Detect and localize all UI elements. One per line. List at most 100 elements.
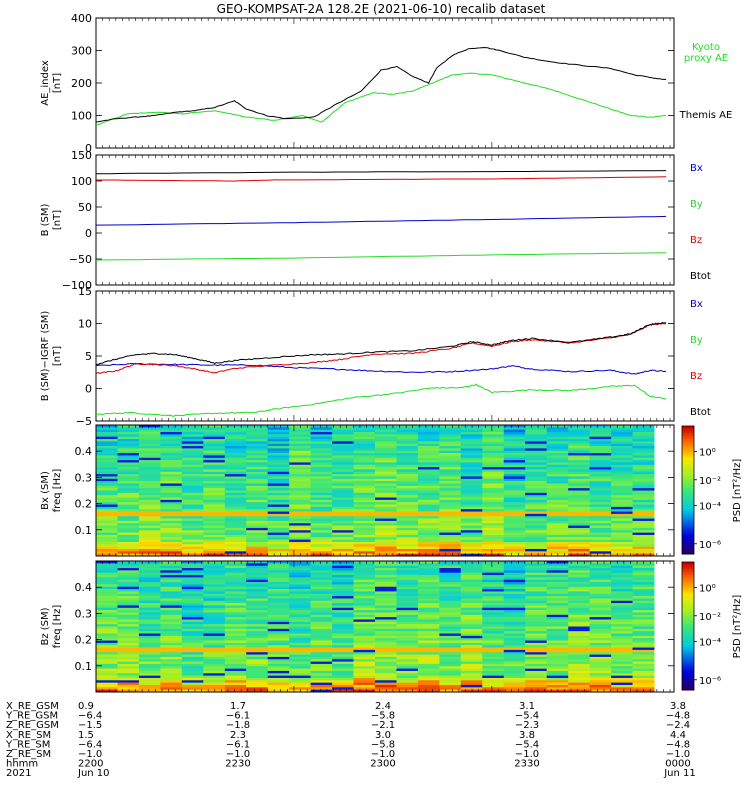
spec-cell xyxy=(224,553,247,557)
spec-cell xyxy=(224,481,247,484)
spec-cell xyxy=(96,532,118,536)
spec-cell xyxy=(246,670,269,674)
spec-cell xyxy=(267,631,290,634)
spec-cell xyxy=(181,575,204,578)
spec-cell xyxy=(353,619,376,623)
spec-cell xyxy=(482,633,505,637)
spec-cell xyxy=(160,649,183,653)
spec-cell xyxy=(482,432,505,435)
spec-cell xyxy=(138,478,161,482)
spec-cell xyxy=(417,520,440,524)
spec-cell xyxy=(482,471,505,475)
spec-cell xyxy=(482,448,505,452)
spec-cell xyxy=(375,502,397,505)
spec-cell xyxy=(546,432,569,435)
spec-cell xyxy=(353,546,376,550)
spec-cell xyxy=(546,610,569,613)
spec-cell xyxy=(503,614,526,618)
spec-cell xyxy=(138,572,161,576)
spec-cell xyxy=(589,476,612,480)
spec-cell xyxy=(203,563,226,566)
spec-cell xyxy=(332,591,355,595)
spec-cell xyxy=(611,457,634,461)
spec-cell xyxy=(96,516,118,519)
spec-cell xyxy=(611,675,634,679)
x-cell: −2.3 xyxy=(515,720,539,731)
spec-cell xyxy=(181,631,204,634)
panel-bx-spec: 0.10.20.30.4Bx (SM) freq [Hz]10⁰10⁻²10⁻⁴1… xyxy=(40,424,743,557)
spec-cell xyxy=(138,605,161,609)
spec-cell xyxy=(138,663,161,667)
spec-cell xyxy=(417,483,440,487)
spec-cell xyxy=(503,502,526,505)
spec-cell xyxy=(246,605,269,609)
spec-cell xyxy=(332,443,355,447)
spec-cell xyxy=(375,565,397,569)
spec-cell xyxy=(417,432,440,435)
spec-cell xyxy=(117,684,140,688)
spec-cell xyxy=(160,586,183,590)
spec-cell xyxy=(138,652,161,655)
x-cell: −5.8 xyxy=(371,739,395,750)
spec-cell xyxy=(181,548,204,552)
spec-cell xyxy=(224,684,247,688)
spec-cell xyxy=(417,628,440,632)
spec-cell xyxy=(396,607,419,611)
spec-cell xyxy=(375,534,397,538)
spec-cell xyxy=(439,631,462,634)
spec-cell xyxy=(417,518,440,522)
colorbar-cell xyxy=(682,687,694,691)
spec-cell xyxy=(160,513,183,517)
spec-cell xyxy=(460,499,483,503)
spec-cell xyxy=(138,439,161,442)
colorbar-cell xyxy=(682,628,694,631)
spec-cell xyxy=(246,577,269,581)
spec-cell xyxy=(224,520,247,524)
spec-cell xyxy=(181,467,204,470)
spec-cell xyxy=(353,534,376,538)
spec-cell xyxy=(203,530,226,533)
spec-cell xyxy=(246,614,269,618)
spec-cell xyxy=(503,612,526,616)
spec-cell xyxy=(138,675,161,679)
spec-cell xyxy=(568,561,591,564)
spec-cell xyxy=(611,577,634,581)
spec-cell xyxy=(482,654,505,658)
spec-cell xyxy=(117,464,140,468)
spec-cell xyxy=(568,448,591,452)
spec-cell xyxy=(396,469,419,473)
spec-cell xyxy=(246,628,269,632)
spec-cell xyxy=(611,663,634,667)
spec-cell xyxy=(525,589,548,592)
spec-cell xyxy=(611,544,634,547)
spec-cell xyxy=(568,502,591,505)
colorbar-cell xyxy=(682,645,694,648)
spec-cell xyxy=(267,427,290,430)
spec-cell xyxy=(160,509,183,512)
spec-cell xyxy=(117,532,140,536)
colorbar-cell xyxy=(682,623,694,627)
spec-cell xyxy=(482,649,505,653)
spec-cell xyxy=(96,527,118,531)
spec-cell xyxy=(546,682,569,686)
spec-cell xyxy=(332,483,355,487)
spec-cell xyxy=(96,483,118,487)
spec-cell xyxy=(568,607,591,611)
spec-cell xyxy=(332,513,355,517)
colorbar-cell xyxy=(682,675,694,678)
spec-cell xyxy=(310,462,333,466)
spec-cell xyxy=(460,474,483,477)
spec-cell xyxy=(117,425,140,428)
x-row-label: Z_RE_GSM xyxy=(6,720,59,731)
spec-cell xyxy=(439,656,462,660)
spec-cell xyxy=(246,425,269,428)
spec-cell xyxy=(267,668,290,672)
spec-cell xyxy=(460,628,483,632)
spec-cell xyxy=(246,687,269,690)
x-cell: 2230 xyxy=(225,759,250,770)
spec-cell xyxy=(332,605,355,609)
spec-cell xyxy=(568,610,591,613)
spec-cell xyxy=(289,546,312,550)
spec-cell xyxy=(525,619,548,623)
spec-cell xyxy=(267,485,290,489)
